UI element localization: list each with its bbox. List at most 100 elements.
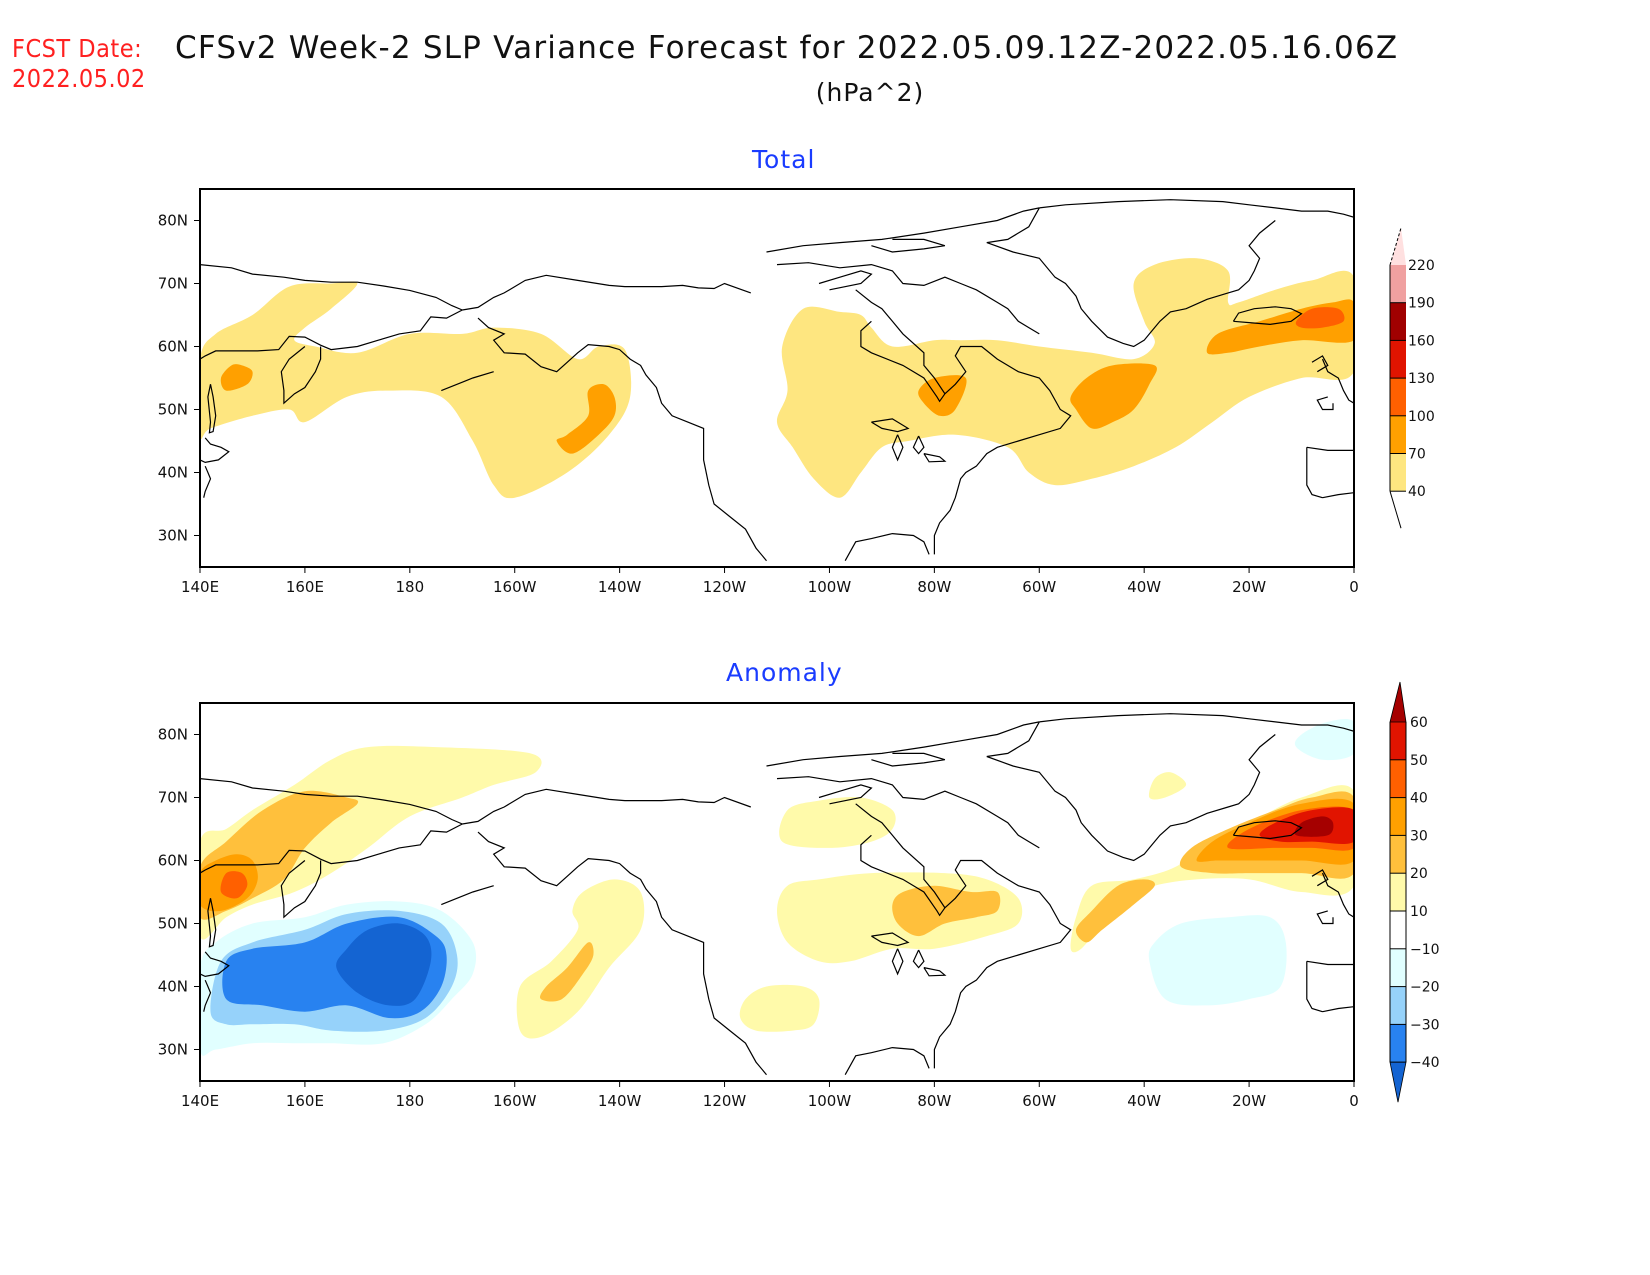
fcst-date-label: FCST Date: (12, 34, 143, 63)
colorbar-swatch (1390, 340, 1406, 379)
coastline (933, 859, 1072, 1069)
coastline (1306, 447, 1323, 499)
contour-region (892, 885, 1001, 937)
coastline (844, 532, 930, 561)
coastline (891, 434, 904, 462)
x-tick-label: 120W (703, 1092, 747, 1110)
colorbar-label: 190 (1408, 296, 1435, 312)
coastline (441, 371, 494, 392)
contour-region (200, 745, 542, 940)
coastline (462, 788, 752, 825)
map-panel-total: 140E 160E 180 160W 140W 120W 100W 80W 60W 40W 20W 0… (158, 188, 1359, 596)
coastline (1306, 960, 1354, 966)
y-tick-label: 70N (158, 789, 188, 807)
units-label: (hPa^2) (0, 78, 1650, 107)
x-tick-label: 100W (808, 578, 852, 596)
coastlines (200, 713, 1354, 1076)
coastline (280, 860, 322, 919)
contour-region (200, 281, 632, 499)
coastline (207, 898, 217, 948)
colorbar-swatch (1390, 415, 1406, 454)
x-tick-label: 0 (1349, 1092, 1359, 1110)
colorbar-swatch (1390, 722, 1406, 760)
map-frame (199, 188, 1355, 568)
coastline (200, 823, 463, 874)
colorbar-label: −20 (1410, 980, 1440, 996)
coastline (1322, 1006, 1354, 1013)
x-tick-label: 180 (395, 578, 424, 596)
coastline (200, 437, 230, 464)
coastline (203, 465, 212, 498)
colorbar-label: 160 (1408, 333, 1435, 349)
coastline (776, 262, 1040, 335)
map-frame (199, 702, 1355, 1082)
coastline (818, 270, 873, 291)
colorbar-label: 60 (1410, 715, 1428, 731)
coastline (1306, 961, 1323, 1013)
colorbar-swatch (1390, 835, 1406, 874)
contour-region (776, 258, 1354, 498)
coastline (1306, 446, 1354, 451)
map-panel-anomaly: 140E 160E 180 160W 140W 120W 100W 80W 60W 40W 20W 0… (158, 702, 1359, 1110)
colorbar-swatch (1390, 797, 1406, 836)
y-tick-label: 30N (158, 527, 188, 545)
coastline (1316, 396, 1334, 411)
contour-region (739, 984, 820, 1032)
coastline (871, 238, 946, 253)
x-tick-label: 60W (1022, 1092, 1056, 1110)
colorbar-label: 20 (1410, 866, 1428, 882)
coastline (203, 979, 212, 1012)
coastline (844, 1046, 930, 1075)
colorbar-swatch (1390, 302, 1406, 341)
colorbar-extend-bottom (1389, 1061, 1407, 1103)
coastline (477, 831, 767, 1076)
x-tick-label: 120W (703, 578, 747, 596)
x-tick-label: 160E (286, 578, 324, 596)
x-tick-label: 140E (181, 578, 219, 596)
panel-title-anomaly: Anomaly (726, 658, 843, 687)
fcst-date-value: 2022.05.02 (12, 64, 146, 93)
contour-region (540, 942, 594, 1002)
colorbar-label: 10 (1410, 904, 1428, 920)
contour-region (220, 364, 253, 391)
colorbar-label: −10 (1410, 942, 1440, 958)
coastline (818, 784, 873, 805)
coastline (912, 949, 925, 969)
coastline (923, 453, 947, 463)
y-tick-label: 80N (158, 212, 188, 230)
coastline (766, 721, 1040, 767)
colorbar-label: 40 (1410, 791, 1428, 807)
coastline (200, 309, 463, 360)
coastline (1311, 355, 1329, 373)
coastline (280, 346, 322, 405)
page-title: CFSv2 Week-2 SLP Variance Forecast for 2… (175, 30, 1399, 66)
coastline (912, 435, 925, 455)
coastline (1039, 199, 1354, 218)
colorbar-swatch (1390, 948, 1406, 987)
coastlines (200, 199, 1354, 562)
coastline (1322, 492, 1354, 499)
y-tick-label: 50N (158, 915, 188, 933)
forecast-date: FCST Date: 2022.05.02 (12, 34, 146, 94)
colorbar-label: −40 (1410, 1055, 1440, 1071)
contour-region (556, 384, 617, 454)
contour-region (1295, 307, 1345, 329)
colorbar-label: 70 (1408, 447, 1426, 463)
coastline (200, 951, 230, 978)
colorbar-extend-top (1390, 228, 1406, 265)
panel-title-total: Total (752, 145, 816, 174)
coastline (1321, 358, 1354, 404)
contour-region (1075, 879, 1155, 943)
coastline (1311, 869, 1329, 887)
colorbar-label: 130 (1408, 371, 1435, 387)
x-tick-label: 140W (598, 578, 642, 596)
colorbar-swatch (1390, 1024, 1406, 1063)
coastline (986, 207, 1276, 348)
coastline (933, 345, 1072, 555)
x-tick-label: 80W (917, 1092, 951, 1110)
colorbar-swatch (1390, 873, 1406, 911)
x-tick-label: 40W (1127, 578, 1161, 596)
coastline (871, 932, 910, 947)
x-tick-label: 80W (917, 578, 951, 596)
